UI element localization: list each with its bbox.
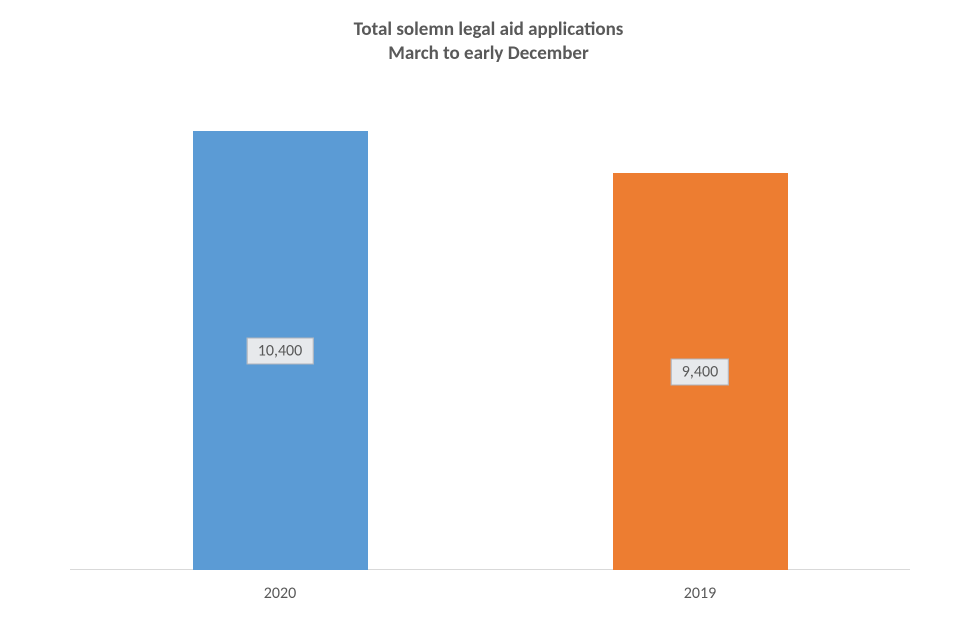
category-label-2019: 2019 <box>684 584 716 603</box>
chart-container: Total solemn legal aid applications Marc… <box>0 0 977 637</box>
chart-title: Total solemn legal aid applications Marc… <box>0 18 977 66</box>
data-label-2020: 10,400 <box>247 337 314 364</box>
chart-title-line2: March to early December <box>388 42 589 65</box>
category-label-2019-text: 2019 <box>684 584 716 603</box>
category-label-2020-text: 2020 <box>264 584 296 603</box>
data-label-2019-text: 9,400 <box>682 362 718 381</box>
data-label-2019: 9,400 <box>671 358 729 385</box>
plot-area: 10,400 9,400 <box>70 110 910 570</box>
chart-title-line1: Total solemn legal aid applications <box>354 18 624 41</box>
data-label-2020-text: 10,400 <box>258 341 303 360</box>
category-label-2020: 2020 <box>264 584 296 603</box>
